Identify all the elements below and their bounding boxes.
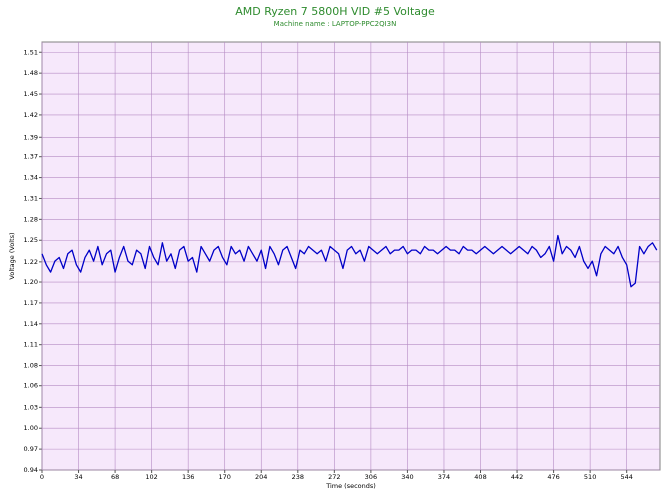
x-tick-label: 238 xyxy=(292,473,304,481)
y-tick-label: 1.14 xyxy=(24,320,38,328)
x-tick-label: 204 xyxy=(255,473,267,481)
y-tick-label: 1.11 xyxy=(24,341,38,349)
y-tick-label: 1.06 xyxy=(24,382,38,390)
y-tick-label: 1.45 xyxy=(24,90,38,98)
y-tick-label: 0.97 xyxy=(24,445,38,453)
x-tick-label: 68 xyxy=(111,473,119,481)
y-axis-label: Voltage (Volts) xyxy=(8,232,16,279)
y-tick-label: 1.39 xyxy=(24,133,38,141)
y-tick-label: 1.37 xyxy=(24,153,38,161)
x-tick-label: 306 xyxy=(365,473,377,481)
y-tick-label: 1.28 xyxy=(24,215,38,223)
y-tick-label: 1.34 xyxy=(24,174,38,182)
x-tick-label: 442 xyxy=(511,473,523,481)
y-tick-label: 1.48 xyxy=(24,69,38,77)
x-tick-label: 340 xyxy=(401,473,413,481)
chart-title: AMD Ryzen 7 5800H VID #5 Voltage xyxy=(235,5,435,18)
x-tick-label: 102 xyxy=(145,473,157,481)
y-tick-label: 1.25 xyxy=(24,236,38,244)
y-tick-label: 1.42 xyxy=(24,111,38,119)
y-tick-label: 1.22 xyxy=(24,258,38,266)
x-tick-label: 170 xyxy=(219,473,231,481)
x-axis-label: Time (seconds) xyxy=(325,482,376,490)
y-tick-label: 1.17 xyxy=(24,299,38,307)
chart-subtitle: Machine name : LAPTOP-PPC2QI3N xyxy=(274,20,397,28)
x-tick-label: 34 xyxy=(74,473,82,481)
y-tick-label: 1.51 xyxy=(24,48,38,56)
x-tick-label: 510 xyxy=(584,473,596,481)
plot-area xyxy=(41,41,661,471)
x-tick-label: 544 xyxy=(620,473,632,481)
x-tick-label: 0 xyxy=(40,473,44,481)
y-tick-label: 1.08 xyxy=(24,362,38,370)
y-tick-label: 1.03 xyxy=(24,403,38,411)
y-tick-label: 1.00 xyxy=(24,424,38,432)
x-tick-label: 272 xyxy=(328,473,340,481)
y-tick-label: 0.94 xyxy=(24,466,38,474)
data-line xyxy=(41,234,658,288)
x-tick-label: 408 xyxy=(474,473,486,481)
x-tick-label: 374 xyxy=(438,473,450,481)
y-tick-label: 1.20 xyxy=(24,278,38,286)
y-tick-label: 1.31 xyxy=(24,194,38,202)
x-tick-label: 476 xyxy=(547,473,559,481)
x-tick-label: 136 xyxy=(182,473,194,481)
